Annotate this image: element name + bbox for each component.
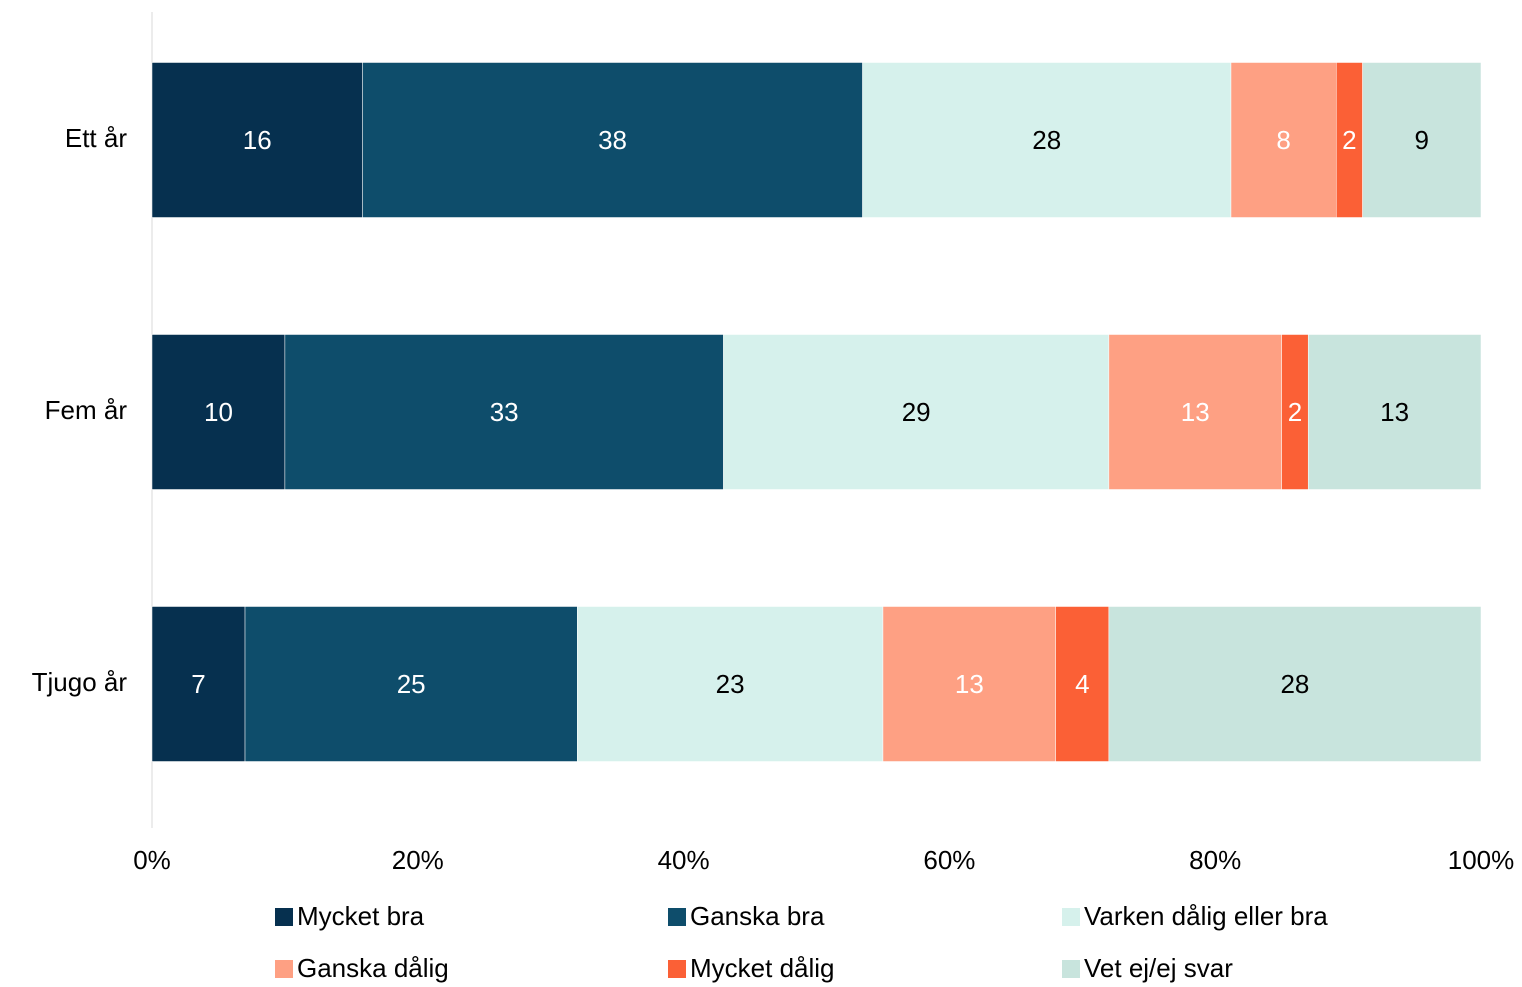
x-tick-label: 40% [658, 845, 710, 875]
bar-segment [1281, 334, 1309, 490]
legend-swatch [668, 908, 686, 926]
x-tick-label: 60% [923, 845, 975, 875]
x-tick-label: 20% [392, 845, 444, 875]
y-tick-label: Ett år [65, 123, 127, 153]
legend-swatch [668, 960, 686, 978]
legend-label: Mycket dålig [690, 953, 835, 983]
data-label: 23 [716, 669, 745, 699]
data-label: 2 [1288, 397, 1302, 427]
bar-segment [151, 606, 246, 762]
bar-segment [1108, 334, 1282, 490]
legend-swatch [1062, 960, 1080, 978]
bar-segment [1307, 334, 1482, 490]
y-tick-label: Tjugo år [32, 667, 128, 697]
y-tick-label: Fem år [45, 395, 128, 425]
bar-segment [577, 606, 884, 762]
bar-segment [862, 62, 1232, 218]
data-label: 13 [955, 669, 984, 699]
bar-segment [151, 334, 286, 490]
bar-segment [1230, 62, 1337, 218]
data-label: 28 [1032, 125, 1061, 155]
data-label: 13 [1380, 397, 1409, 427]
bar-segment [1362, 62, 1482, 218]
bar-segment [362, 62, 863, 218]
bar-segment [284, 334, 724, 490]
data-label: 38 [598, 125, 627, 155]
data-label: 29 [902, 397, 931, 427]
legend-label: Ganska bra [690, 901, 825, 931]
x-tick-label: 100% [1448, 845, 1515, 875]
bar-segment [1108, 606, 1482, 762]
data-label: 33 [490, 397, 519, 427]
data-label: 7 [191, 669, 205, 699]
data-label: 4 [1075, 669, 1089, 699]
legend-swatch [275, 908, 293, 926]
bar-segment [723, 334, 1110, 490]
data-label: 10 [204, 397, 233, 427]
bar-segment [244, 606, 578, 762]
legend-label: Varken dålig eller bra [1084, 901, 1328, 931]
data-label: 8 [1276, 125, 1290, 155]
x-tick-label: 80% [1189, 845, 1241, 875]
data-label: 9 [1415, 125, 1429, 155]
bar-segment [151, 62, 363, 218]
legend-swatch [275, 960, 293, 978]
legend-swatch [1062, 908, 1080, 926]
data-label: 28 [1280, 669, 1309, 699]
x-tick-label: 0% [133, 845, 171, 875]
data-label: 25 [397, 669, 426, 699]
data-label: 2 [1342, 125, 1356, 155]
legend-label: Ganska dålig [297, 953, 449, 983]
legend-label: Mycket bra [297, 901, 425, 931]
data-label: 13 [1181, 397, 1210, 427]
legend-label: Vet ej/ej svar [1084, 953, 1233, 983]
bar-segment [882, 606, 1056, 762]
bar-segment [1055, 606, 1110, 762]
data-label: 16 [243, 125, 272, 155]
